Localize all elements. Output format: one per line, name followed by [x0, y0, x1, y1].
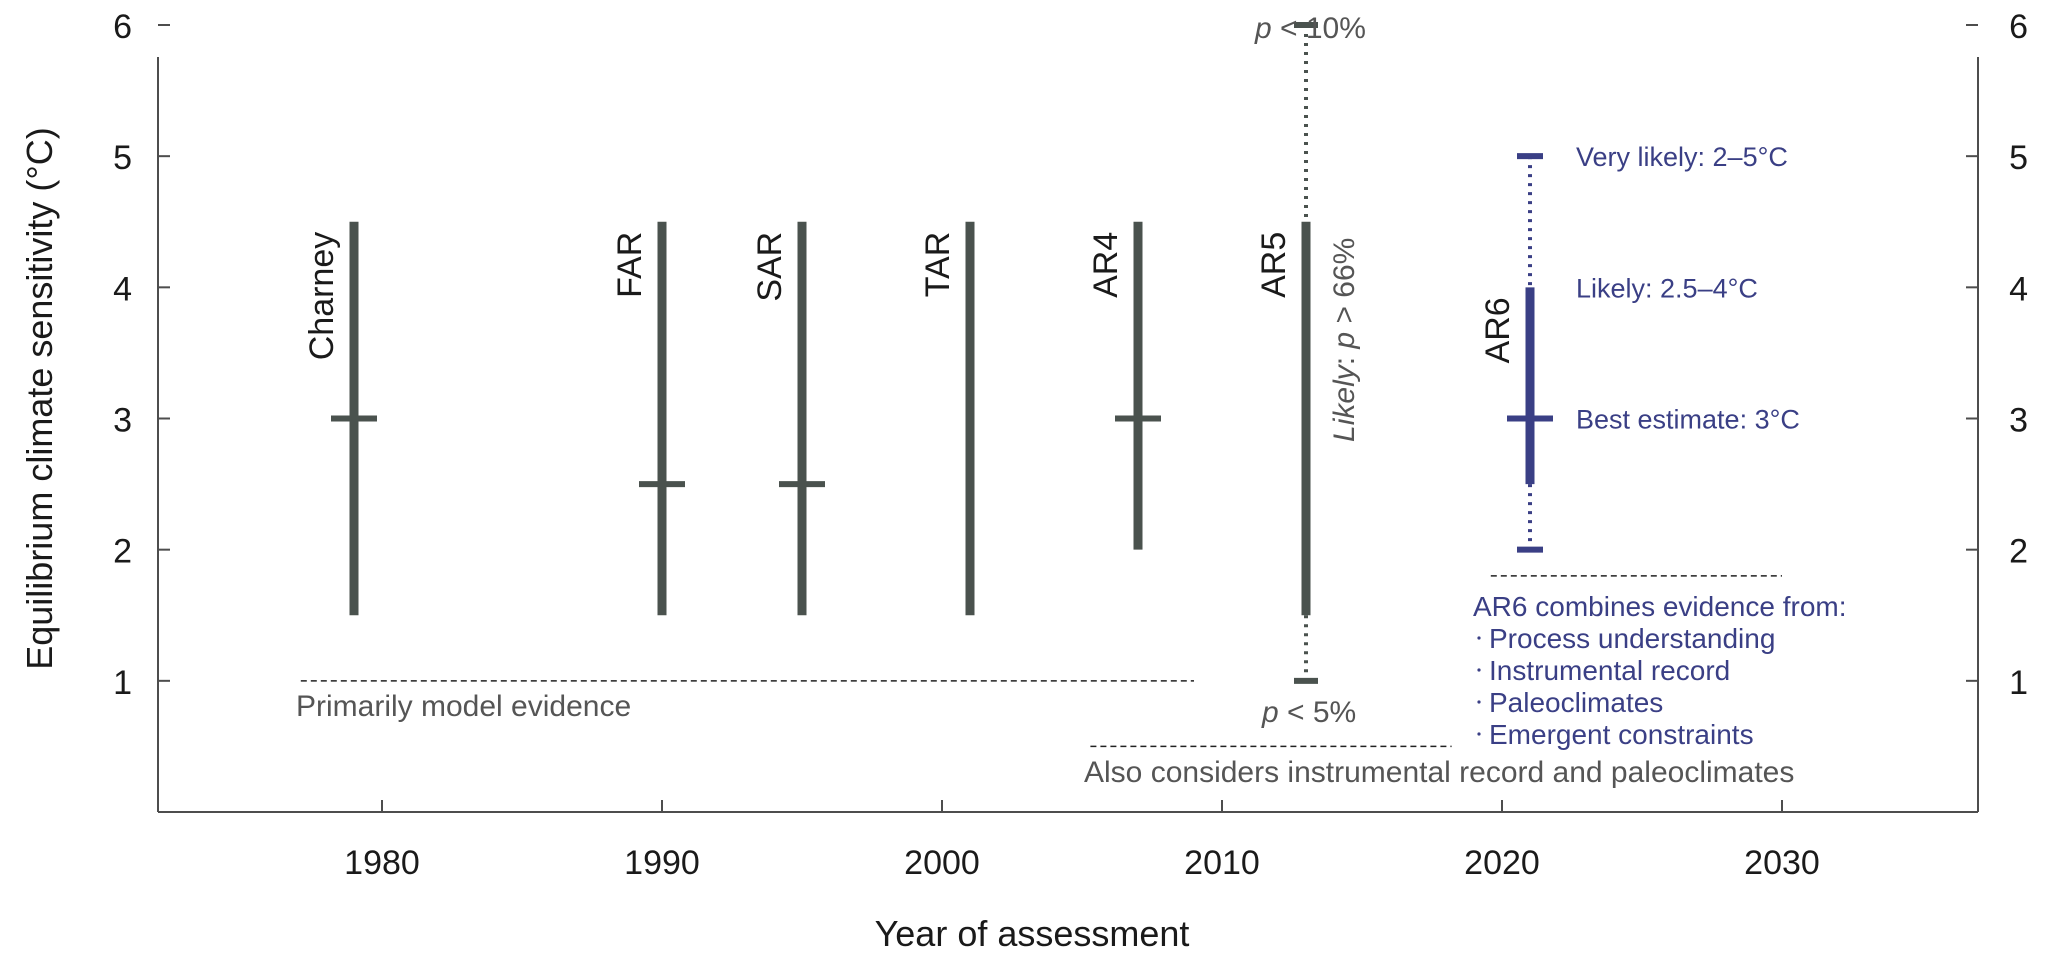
y-tick-label-right: 3	[2009, 402, 2028, 440]
bullet-dot	[1477, 700, 1481, 704]
y-axis-title: Equilibrium climate sensitivity (°C)	[19, 127, 60, 670]
ar6-best-label: Best estimate: 3°C	[1576, 405, 1800, 435]
x-tick-label: 2010	[1184, 844, 1260, 882]
x-tick-label: 2030	[1744, 844, 1820, 882]
ar6-combines-item: Instrumental record	[1489, 655, 1730, 686]
assessment-label-tar: TAR	[919, 232, 957, 297]
assessment-bars	[331, 22, 1318, 684]
y-tick-label-left: 2	[113, 533, 132, 571]
x-tick-label: 1980	[344, 844, 420, 882]
evidence-guides	[300, 575, 1782, 748]
ar5-lower-p-label: p < 5%	[1261, 696, 1356, 729]
y-tick-label-right: 1	[2009, 664, 2028, 702]
x-tick-label: 2020	[1464, 844, 1540, 882]
model-evidence-note: Primarily model evidence	[296, 690, 631, 723]
assessment-label-sar: SAR	[751, 232, 789, 302]
y-tick-label-right: 2	[2009, 533, 2028, 571]
ar6-combines-item: Paleoclimates	[1489, 687, 1663, 718]
bullet-dot	[1477, 668, 1481, 672]
ar6-likely-label: Likely: 2.5–4°C	[1576, 273, 1758, 303]
ar5-likely-label: Likely: p > 66%	[1328, 238, 1361, 442]
y-tick-label-left: 5	[113, 139, 132, 177]
y-tick-label-right: 5	[2009, 139, 2028, 177]
x-tick-label: 1990	[624, 844, 700, 882]
y-tick-label-right: 4	[2009, 270, 2028, 308]
bullet-dot	[1477, 732, 1481, 736]
also-considers-note: Also considers instrumental record and p…	[1084, 756, 1794, 789]
ar6-combines-item: Emergent constraints	[1489, 719, 1754, 750]
y-tick-label-right: 6	[2009, 8, 2028, 46]
ar6-very-likely-label: Very likely: 2–5°C	[1576, 142, 1788, 172]
y-tick-label-left: 6	[113, 8, 132, 46]
y-tick-label-left: 4	[113, 270, 132, 308]
ar6-combines-item: Process understanding	[1489, 623, 1775, 654]
bullet-dot	[1477, 636, 1481, 640]
y-tick-label-left: 1	[113, 664, 132, 702]
ar6-range	[1507, 153, 1553, 553]
assessment-label-charney: Charney	[303, 232, 341, 361]
ar6-combines-title: AR6 combines evidence from:	[1473, 591, 1847, 622]
axes: 1 1 2 2 3 3 4 4 5 5 6 6 1980 1990 2000 2010 2020 2030 Year…	[19, 8, 2028, 954]
annotations: Charney FAR SAR TAR AR4 AR5 AR6 Very likely: 2–…	[296, 12, 1847, 789]
assessment-label-ar4: AR4	[1087, 232, 1125, 298]
assessment-label-far: FAR	[611, 232, 649, 298]
x-axis-title: Year of assessment	[875, 913, 1190, 954]
ar5-upper-p-label: p < 10%	[1254, 12, 1366, 45]
assessment-label-ar5: AR5	[1255, 232, 1293, 298]
x-tick-label: 2000	[904, 844, 980, 882]
y-tick-label-left: 3	[113, 402, 132, 440]
assessment-label-ar6: AR6	[1479, 297, 1517, 363]
